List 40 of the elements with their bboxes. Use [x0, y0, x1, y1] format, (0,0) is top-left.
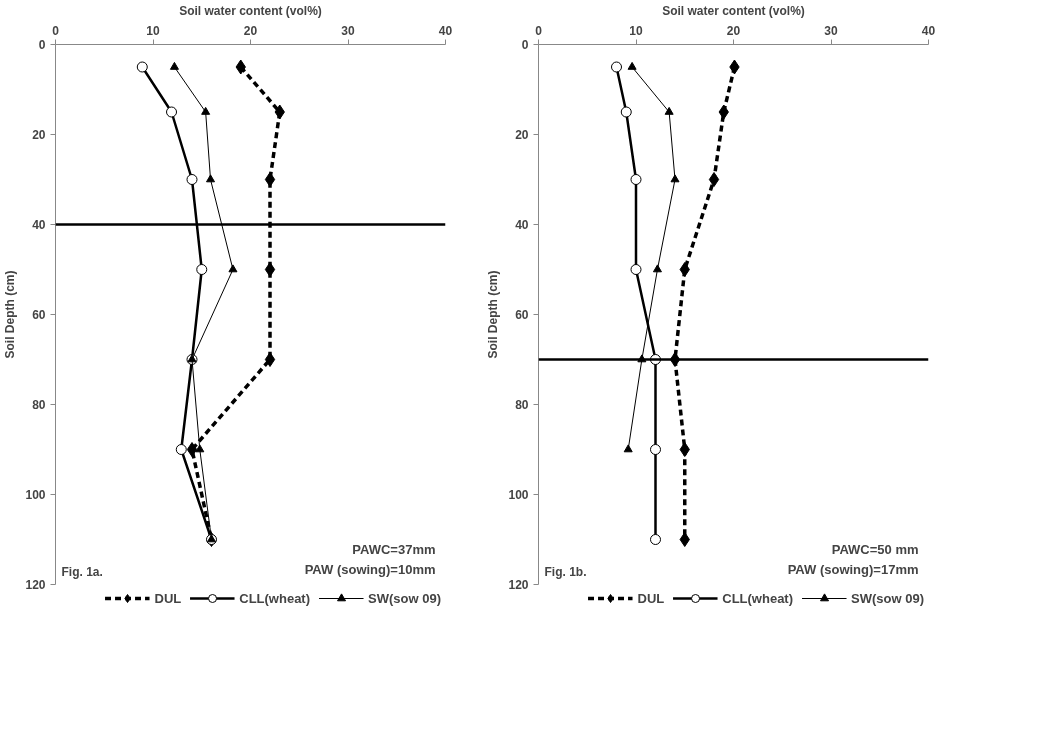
x-axis-title: Soil water content (vol%) [662, 3, 805, 18]
y-axis-title: Soil Depth (cm) [3, 270, 18, 359]
x-axis-title: Soil water content (vol%) [179, 3, 322, 18]
annotation: PAWC=50 mm [831, 541, 919, 557]
annotation: Fig. 1a. [61, 564, 103, 579]
x-tick-label: 30 [824, 23, 838, 38]
y-tick-label: 60 [515, 308, 529, 322]
legend-label: CLL(wheat) [239, 590, 311, 606]
legend-label: DUL [637, 590, 665, 606]
annotation: PAWC=37mm [352, 541, 436, 557]
y-tick-label: 40 [515, 218, 529, 232]
legend-label: DUL [154, 590, 182, 606]
x-tick-label: 20 [726, 23, 741, 38]
y-tick-label: 40 [32, 218, 46, 232]
y-tick-label: 100 [508, 488, 529, 502]
legend-label: SW(sow 09) [368, 590, 441, 606]
x-tick-label: 10 [629, 23, 643, 38]
x-tick-label: 20 [243, 23, 258, 38]
y-tick-label: 20 [515, 128, 529, 142]
y-tick-label: 120 [508, 578, 529, 592]
y-tick-label: 80 [32, 398, 46, 412]
y-tick-label: 0 [38, 38, 46, 52]
legend-label: CLL(wheat) [722, 590, 794, 606]
y-axis-title: Soil Depth (cm) [486, 270, 501, 359]
y-tick-label: 0 [521, 38, 529, 52]
x-tick-label: 40 [921, 23, 936, 38]
x-tick-label: 0 [535, 23, 543, 38]
y-tick-label: 80 [515, 398, 529, 412]
y-tick-label: 60 [32, 308, 46, 322]
x-tick-label: 40 [438, 23, 453, 38]
y-tick-label: 20 [32, 128, 46, 142]
x-tick-label: 10 [146, 23, 160, 38]
y-tick-label: 120 [25, 578, 46, 592]
annotation: PAW (sowing)=10mm [304, 561, 436, 577]
annotation: Fig. 1b. [544, 564, 587, 579]
annotation: PAW (sowing)=17mm [787, 561, 919, 577]
x-tick-label: 0 [52, 23, 60, 38]
x-tick-label: 30 [341, 23, 355, 38]
y-tick-label: 100 [25, 488, 46, 502]
legend-label: SW(sow 09) [851, 590, 924, 606]
